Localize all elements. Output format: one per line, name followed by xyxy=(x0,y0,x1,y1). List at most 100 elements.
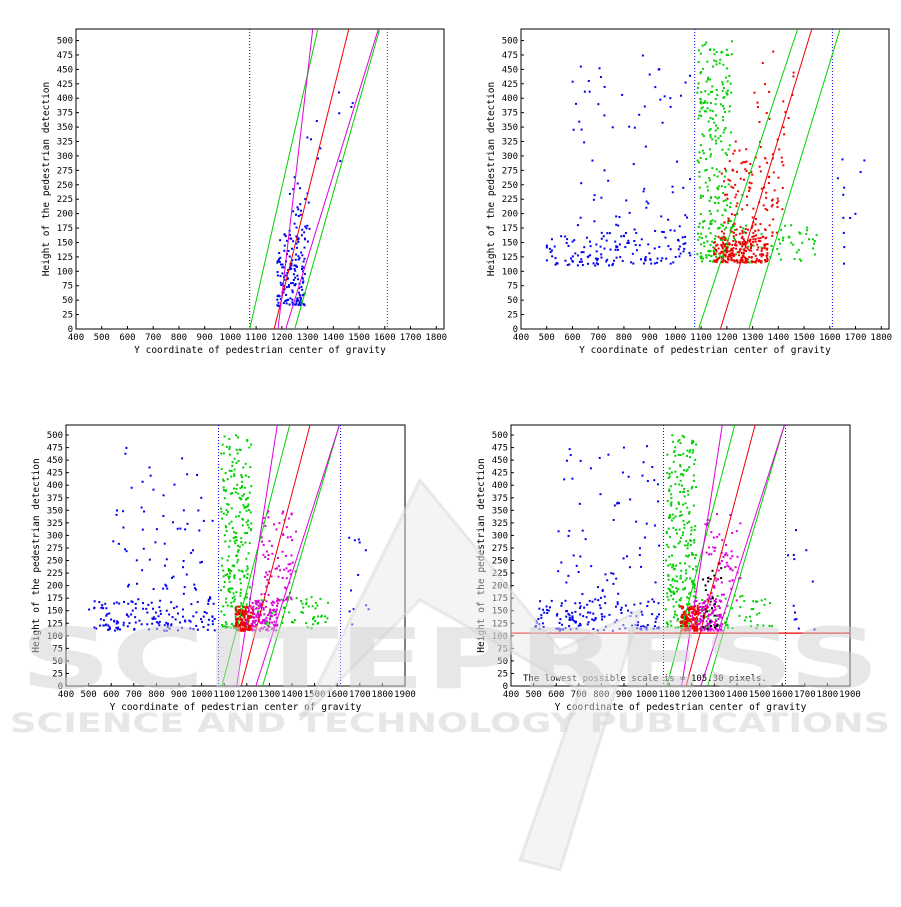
scatter-point xyxy=(304,225,307,228)
scatter-point xyxy=(221,517,224,520)
scatter-point xyxy=(734,243,737,246)
scatter-point xyxy=(642,461,645,464)
scatter-point xyxy=(729,82,732,85)
scatter-point xyxy=(739,177,742,180)
y-tick-label: 50 xyxy=(62,296,73,306)
scatter-point xyxy=(115,601,118,604)
scatter-point xyxy=(241,628,244,631)
scatter-point xyxy=(188,619,191,622)
scatter-point xyxy=(288,268,291,271)
scatter-point xyxy=(710,607,713,610)
scatter-point xyxy=(149,474,152,477)
scatter-point xyxy=(296,182,299,185)
scatter-point xyxy=(685,469,688,472)
scatter-point xyxy=(709,621,712,624)
scatter-point xyxy=(682,503,685,506)
x-tick-label: 1600 xyxy=(771,690,793,700)
scatter-point xyxy=(566,263,569,266)
scatter-point xyxy=(594,618,597,621)
scatter-point xyxy=(669,229,672,232)
x-tick-label: 800 xyxy=(593,690,609,700)
y-tick-label: 500 xyxy=(57,37,73,47)
scatter-point xyxy=(728,105,731,108)
scatter-point xyxy=(715,253,718,256)
scatter-point xyxy=(243,623,246,626)
scatter-point xyxy=(715,142,718,145)
scatter-point xyxy=(727,183,730,186)
scatter-point xyxy=(559,628,562,631)
scatter-point xyxy=(300,285,303,288)
scatter-point xyxy=(220,452,223,455)
scatter-point xyxy=(741,229,744,232)
scatter-point xyxy=(628,125,631,128)
scatter-point xyxy=(248,491,251,494)
scatter-point xyxy=(224,621,227,624)
scatter-point xyxy=(732,152,735,155)
scatter-point xyxy=(760,599,763,602)
scatter-point xyxy=(697,619,700,622)
scatter-point xyxy=(690,539,693,542)
scatter-point xyxy=(649,258,652,261)
scatter-point xyxy=(228,453,231,456)
scatter-point xyxy=(713,606,716,609)
scatter-point xyxy=(712,65,715,68)
scatter-point xyxy=(280,598,283,601)
scatter-point xyxy=(286,299,289,302)
scatter-point xyxy=(672,460,675,463)
scatter-point xyxy=(727,219,730,222)
scatter-point xyxy=(722,131,725,134)
scatter-point xyxy=(672,598,675,601)
scatter-point xyxy=(603,169,606,172)
scatter-point xyxy=(228,445,231,448)
scatter-point xyxy=(651,466,654,469)
scatter-point xyxy=(764,243,767,246)
scatter-point xyxy=(242,610,245,613)
scatter-point xyxy=(600,231,603,234)
scatter-point xyxy=(235,515,238,518)
scatter-point xyxy=(592,612,595,615)
scatter-point xyxy=(714,220,717,223)
scatter-point xyxy=(565,242,568,245)
scatter-point xyxy=(636,624,639,627)
scatter-point xyxy=(696,159,699,162)
scatter-point xyxy=(665,257,668,260)
scatter-point xyxy=(539,600,542,603)
scatter-point xyxy=(712,249,715,252)
scatter-point xyxy=(677,542,680,545)
scatter-point xyxy=(689,620,692,623)
scatter-point xyxy=(292,621,295,624)
scatter-point xyxy=(707,580,710,583)
scatter-point xyxy=(645,206,648,209)
scatter-point xyxy=(234,542,237,545)
scatter-point xyxy=(600,613,603,616)
scatter-point xyxy=(559,618,562,621)
scatter-point xyxy=(792,553,795,556)
scatter-point xyxy=(653,479,656,482)
scatter-point xyxy=(295,300,298,303)
scatter-point xyxy=(702,606,705,609)
scatter-point xyxy=(657,613,660,616)
scatter-point xyxy=(302,293,305,296)
scatter-point xyxy=(693,585,696,588)
scatter-point xyxy=(285,577,288,580)
scatter-point xyxy=(127,615,130,618)
scatter-point xyxy=(684,502,687,505)
scatter-point xyxy=(554,257,557,260)
scatter-point xyxy=(288,192,291,195)
scatter-point xyxy=(601,618,604,621)
fit-line-magenta xyxy=(681,425,723,686)
scatter-point xyxy=(780,156,783,159)
scatter-point xyxy=(580,182,583,185)
scatter-point xyxy=(731,532,734,535)
scatter-point xyxy=(722,200,725,203)
scatter-point xyxy=(763,603,766,606)
scatter-point xyxy=(241,494,244,497)
scatter-point xyxy=(661,121,664,124)
scatter-point xyxy=(701,195,704,198)
scatter-point xyxy=(245,592,248,595)
x-tick-label: 1800 xyxy=(870,333,892,343)
scatter-point xyxy=(221,623,224,626)
scatter-point xyxy=(306,626,309,629)
scatter-point xyxy=(698,171,701,174)
scatter-point xyxy=(707,613,710,616)
